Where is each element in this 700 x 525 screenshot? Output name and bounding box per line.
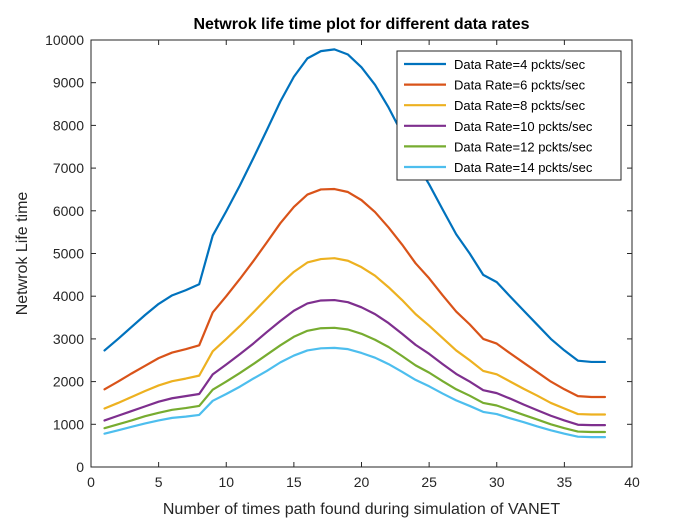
legend-label-4: Data Rate=10 pckts/sec [454, 119, 593, 134]
x-tick-label: 25 [421, 474, 437, 490]
legend-label-2: Data Rate=6 pckts/sec [454, 78, 586, 93]
x-tick-label: 5 [155, 474, 163, 490]
legend-label-5: Data Rate=12 pckts/sec [454, 139, 593, 154]
axis-ticks: 0 5 10 15 20 25 30 35 40 0 1000 2000 3000 4000 5000 600… [45, 32, 640, 490]
series-line-4 [103, 298, 607, 427]
x-axis-label: Number of times path found during simula… [163, 501, 560, 518]
legend: Data Rate=4 pckts/sec Data Rate=6 pckts/s… [396, 50, 622, 181]
y-tick-label: 5000 [53, 246, 84, 262]
y-tick-label: 1000 [53, 416, 84, 432]
series-line-1 [103, 48, 607, 364]
y-tick-label: 8000 [53, 117, 84, 133]
y-tick-label: 10000 [45, 32, 84, 48]
y-axis-label: Netwrok Life time [14, 192, 31, 316]
legend-label-1: Data Rate=4 pckts/sec [454, 57, 586, 72]
y-tick-label: 3000 [53, 331, 84, 347]
series-line-2 [103, 187, 607, 399]
x-tick-label: 10 [218, 474, 234, 490]
legend-label-3: Data Rate=8 pckts/sec [454, 98, 586, 113]
chart-title: Netwrok life time plot for different dat… [193, 16, 529, 33]
series-layer [103, 48, 607, 439]
y-tick-label: 4000 [53, 288, 84, 304]
series-line-6 [103, 346, 607, 439]
legend-entries: Data Rate=4 pckts/sec Data Rate=6 pckts/s… [404, 57, 593, 175]
series-line-3 [103, 257, 607, 416]
x-tick-label: 20 [354, 474, 370, 490]
y-tick-label: 0 [76, 459, 84, 475]
x-tick-label: 40 [624, 474, 640, 490]
series-line-5 [103, 326, 607, 434]
y-tick-label: 9000 [53, 75, 84, 91]
y-tick-label: 2000 [53, 374, 84, 390]
y-tick-label: 7000 [53, 160, 84, 176]
x-tick-label: 30 [489, 474, 505, 490]
x-tick-label: 0 [87, 474, 95, 490]
x-tick-label: 15 [286, 474, 302, 490]
x-tick-label: 35 [557, 474, 573, 490]
y-tick-label: 6000 [53, 203, 84, 219]
legend-label-6: Data Rate=14 pckts/sec [454, 160, 593, 175]
legend-box [396, 50, 622, 181]
